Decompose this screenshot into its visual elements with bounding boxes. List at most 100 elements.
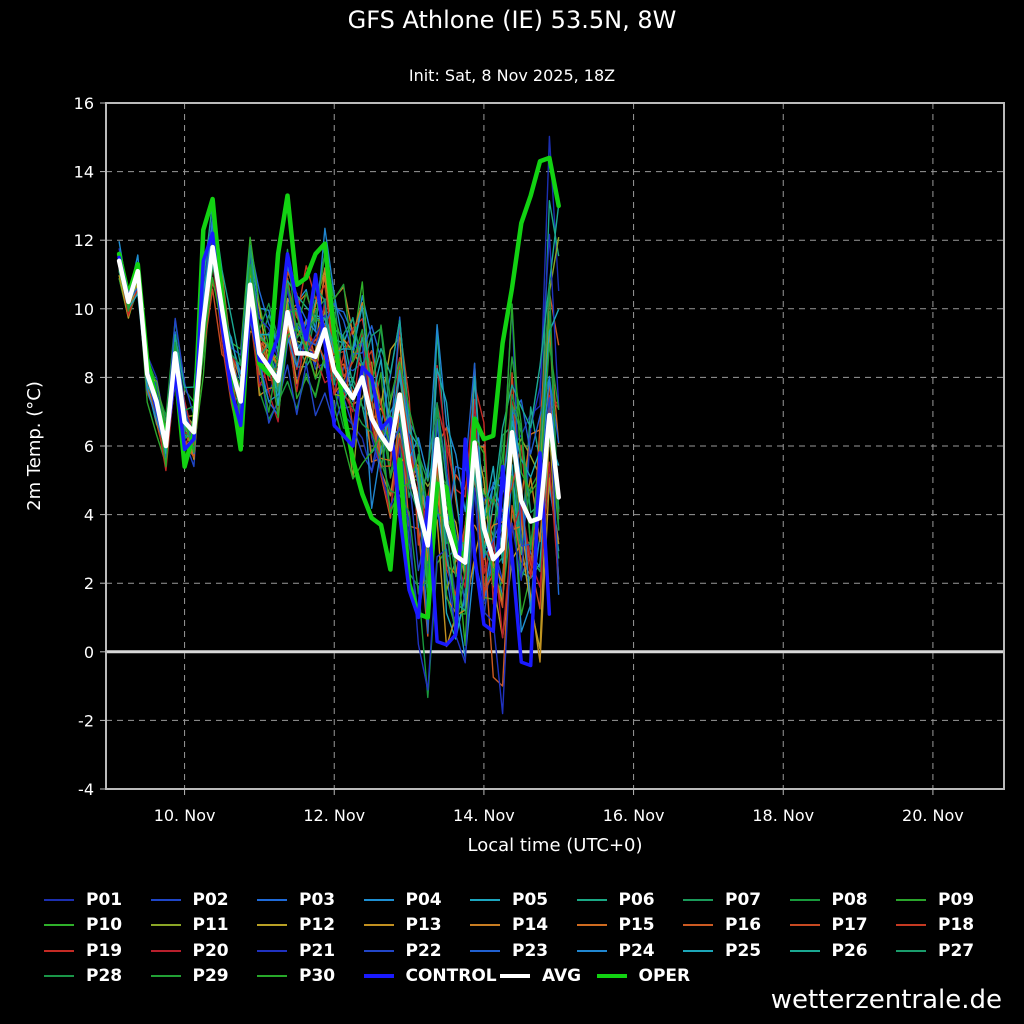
x-axis-label: Local time (UTC+0) <box>467 835 642 856</box>
legend-swatch <box>576 899 607 901</box>
legend-swatch <box>470 899 500 901</box>
legend-label: P26 <box>831 940 868 961</box>
legend-item-p05: P05 <box>470 888 548 912</box>
legend-swatch <box>683 899 713 901</box>
legend-item-p23: P23 <box>470 939 548 963</box>
y-tick-label: 8 <box>84 368 94 387</box>
x-tick-labels: 10. Nov 12. Nov 14. Nov 16. Nov 18. Nov 20. N… <box>154 789 964 825</box>
legend-swatch <box>44 974 74 977</box>
x-tick-label: 10. Nov <box>154 806 216 825</box>
legend-item-p11: P11 <box>150 913 229 937</box>
legend-label: P13 <box>405 915 442 936</box>
x-tick-label: 12. Nov <box>303 806 365 825</box>
legend-swatch <box>363 924 394 927</box>
legend-label: P20 <box>192 940 229 961</box>
legend-label: P11 <box>192 915 229 936</box>
legend-swatch <box>150 924 181 927</box>
x-tick-label: 16. Nov <box>603 806 665 825</box>
legend-label: P30 <box>299 965 336 986</box>
legend-swatch <box>896 899 926 901</box>
legend-label: P03 <box>299 890 336 910</box>
legend-item-p14: P14 <box>470 913 548 937</box>
legend-label: CONTROL <box>405 965 497 986</box>
legend-label: P04 <box>405 890 442 910</box>
legend-item-p24: P24 <box>576 939 655 963</box>
legend-swatch <box>896 924 926 927</box>
legend-item-p06: P06 <box>576 888 655 912</box>
legend-swatch <box>596 973 627 978</box>
legend-label: P25 <box>725 940 762 961</box>
legend-swatch <box>789 949 820 952</box>
legend-swatch <box>470 924 500 927</box>
legend-label: P22 <box>405 940 442 961</box>
legend-item-p28: P28 <box>44 964 122 988</box>
legend-label: P08 <box>831 890 868 910</box>
y-tick-labels: -4 -2 0 2 4 6 8 10 12 14 16 <box>74 94 106 799</box>
legend-item-p08: P08 <box>789 888 868 912</box>
legend-label: P29 <box>192 965 229 986</box>
legend-label: AVG <box>542 965 582 986</box>
legend-label: P01 <box>86 890 123 910</box>
legend-label: P15 <box>618 915 655 936</box>
legend-swatch <box>44 924 74 927</box>
legend-label: P14 <box>512 915 549 936</box>
member-line-p22 <box>118 214 560 609</box>
main-series-lines <box>116 155 561 668</box>
chart-subtitle: Init: Sat, 8 Nov 2025, 18Z <box>408 66 616 85</box>
legend-item-p25: P25 <box>683 939 761 963</box>
legend-swatch <box>789 924 820 927</box>
y-tick-label: 0 <box>84 643 94 662</box>
legend-label: OPER <box>638 965 691 986</box>
legend-swatch <box>257 949 287 952</box>
legend-swatch <box>150 974 181 977</box>
legend-swatch <box>44 949 74 952</box>
legend-item-p07: P07 <box>683 888 761 912</box>
legend-item-p29: P29 <box>150 964 229 988</box>
legend-label: P06 <box>618 890 655 910</box>
legend-label: P23 <box>512 940 549 961</box>
x-tick-label: 14. Nov <box>453 806 515 825</box>
legend-label: P19 <box>86 940 123 961</box>
legend-swatch <box>683 949 713 952</box>
legend-label: P28 <box>86 965 123 986</box>
legend-item-avg: AVG <box>500 964 581 988</box>
legend-item-p02: P02 <box>150 888 229 912</box>
legend-label: P16 <box>725 915 762 936</box>
y-tick-label: 16 <box>74 94 94 113</box>
legend-label: P21 <box>299 940 336 961</box>
legend-item-p09: P09 <box>896 888 974 912</box>
legend-item-p27: P27 <box>896 939 974 963</box>
y-tick-label: 14 <box>74 163 94 182</box>
legend-swatch <box>257 924 287 927</box>
y-axis-label: 2m Temp. (°C) <box>24 381 45 511</box>
legend-item-p17: P17 <box>789 913 868 937</box>
y-tick-label: 12 <box>74 231 94 250</box>
legend-label: P02 <box>192 890 229 910</box>
legend-label: P18 <box>938 915 975 936</box>
y-tick-label: 2 <box>84 574 94 593</box>
legend-swatch <box>257 899 287 901</box>
legend-item-p30: P30 <box>257 964 335 988</box>
legend-item-p22: P22 <box>363 939 442 963</box>
legend-swatch <box>470 949 500 952</box>
legend-item-oper: OPER <box>596 964 691 988</box>
y-tick-label: -2 <box>78 711 94 730</box>
legend-label: P27 <box>938 940 975 961</box>
legend-label: P24 <box>618 940 655 961</box>
legend-label: P07 <box>725 890 762 910</box>
legend-swatch <box>44 899 74 901</box>
y-tick-label: -4 <box>78 780 94 799</box>
series-line-control <box>117 231 552 668</box>
y-tick-label: 6 <box>84 437 94 456</box>
y-tick-label: 4 <box>84 506 94 525</box>
legend-item-p26: P26 <box>789 939 868 963</box>
legend-item-p13: P13 <box>363 913 442 937</box>
legend-label: P12 <box>299 915 336 936</box>
legend-swatch <box>150 949 181 952</box>
legend-item-p20: P20 <box>150 939 229 963</box>
member-line-p30 <box>118 259 560 616</box>
legend-label: P17 <box>831 915 868 936</box>
legend-item-p10: P10 <box>44 913 122 937</box>
legend-swatch <box>789 899 820 901</box>
